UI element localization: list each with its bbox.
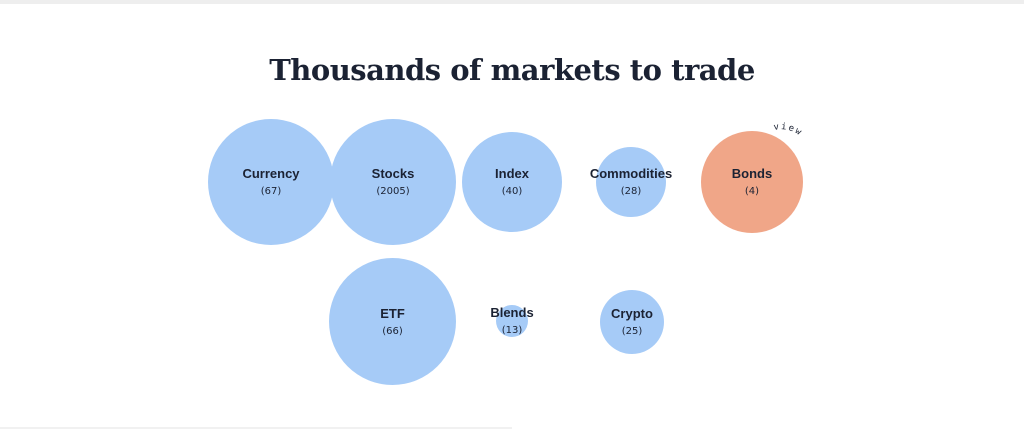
market-count: (67) xyxy=(260,186,282,197)
market-name: Index xyxy=(495,166,529,181)
market-name: Currency xyxy=(242,166,300,181)
market-name: Stocks xyxy=(371,166,415,181)
page-title: Thousands of markets to trade xyxy=(269,53,755,88)
top-border xyxy=(0,0,1024,4)
market-count: (25) xyxy=(621,326,643,337)
market-bubble-crypto[interactable]: Crypto (25) xyxy=(600,290,664,354)
market-name: Blends xyxy=(490,305,534,320)
market-name: ETF xyxy=(380,305,405,321)
market-bubble-etf[interactable]: ETF (66) xyxy=(329,258,456,385)
market-name: Bonds xyxy=(731,166,773,181)
market-count: (40) xyxy=(501,186,523,197)
market-name: Commodities xyxy=(589,166,673,181)
svg-text:view: view xyxy=(773,122,804,138)
market-count: (28) xyxy=(620,186,642,197)
market-count: (2005) xyxy=(376,186,410,197)
market-bubble-currency[interactable]: Currency (67) xyxy=(208,119,334,245)
view-label[interactable]: view xyxy=(770,120,814,150)
market-count: (13) xyxy=(501,325,523,336)
market-count: (4) xyxy=(744,186,760,197)
market-bubble-bonds[interactable]: Bonds (4) xyxy=(701,131,803,233)
market-bubble-commodities[interactable]: Commodities (28) xyxy=(590,147,672,217)
market-bubble-blends[interactable]: Blends (13) xyxy=(490,305,534,337)
bottom-divider xyxy=(0,427,512,429)
market-name: Crypto xyxy=(611,306,653,321)
view-text: view xyxy=(773,122,803,138)
market-count: (66) xyxy=(382,325,403,337)
market-bubble-index[interactable]: Index (40) xyxy=(462,132,562,232)
market-bubble-stocks[interactable]: Stocks (2005) xyxy=(330,119,456,245)
